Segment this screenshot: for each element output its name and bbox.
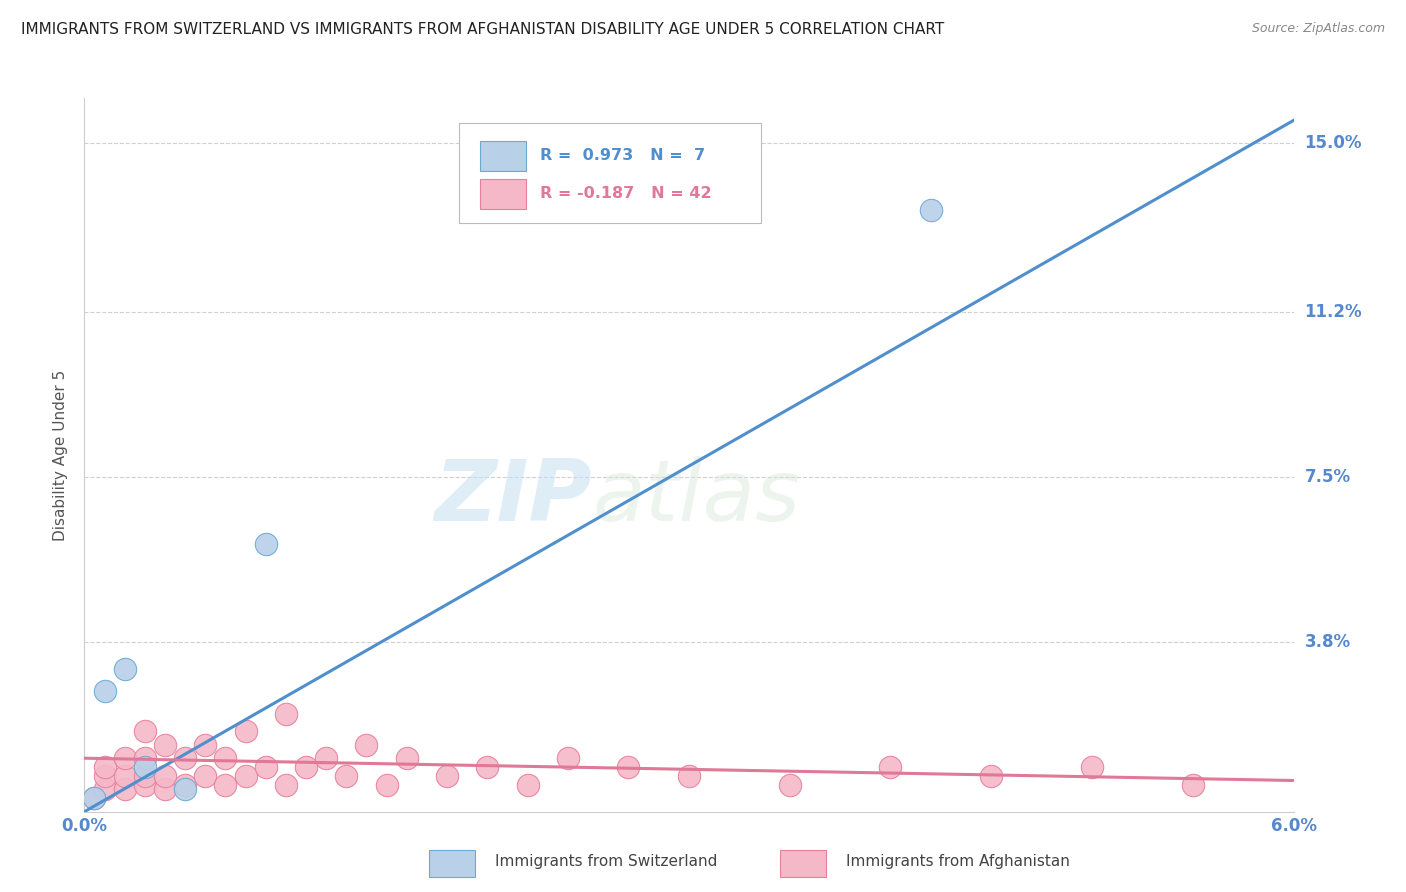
Point: [83, 791, 105, 805]
Text: ZIP: ZIP: [434, 456, 592, 540]
Point: [134, 778, 156, 792]
Point: [134, 760, 156, 774]
Point: [1181, 778, 1204, 792]
Point: [315, 751, 337, 765]
Point: [1081, 760, 1104, 774]
Point: [274, 778, 297, 792]
Point: [114, 769, 136, 783]
Point: [254, 537, 277, 551]
FancyBboxPatch shape: [429, 850, 475, 878]
Point: [134, 769, 156, 783]
Text: IMMIGRANTS FROM SWITZERLAND VS IMMIGRANTS FROM AFGHANISTAN DISABILITY AGE UNDER : IMMIGRANTS FROM SWITZERLAND VS IMMIGRANT…: [21, 22, 945, 37]
Text: 3.8%: 3.8%: [1305, 633, 1351, 651]
Point: [235, 724, 257, 739]
Text: R = -0.187   N = 42: R = -0.187 N = 42: [540, 186, 711, 202]
FancyBboxPatch shape: [779, 850, 825, 878]
Point: [356, 738, 378, 752]
Point: [274, 706, 297, 721]
Point: [134, 751, 156, 765]
Point: [194, 738, 217, 752]
Point: [335, 769, 357, 783]
FancyBboxPatch shape: [479, 141, 526, 171]
Point: [477, 760, 499, 774]
Point: [235, 769, 257, 783]
Point: [214, 778, 236, 792]
Text: Source: ZipAtlas.com: Source: ZipAtlas.com: [1251, 22, 1385, 36]
Point: [114, 782, 136, 797]
Point: [83, 791, 105, 805]
Point: [174, 751, 197, 765]
Point: [254, 760, 277, 774]
Y-axis label: Disability Age Under 5: Disability Age Under 5: [53, 369, 69, 541]
Point: [114, 662, 136, 676]
Point: [174, 782, 197, 797]
Point: [153, 738, 176, 752]
Point: [174, 778, 197, 792]
Point: [980, 769, 1002, 783]
Point: [93, 760, 115, 774]
Point: [93, 684, 115, 698]
Point: [114, 751, 136, 765]
Point: [134, 724, 156, 739]
Text: 11.2%: 11.2%: [1305, 303, 1362, 321]
Point: [879, 760, 901, 774]
Text: Immigrants from Switzerland: Immigrants from Switzerland: [495, 855, 718, 869]
Text: 15.0%: 15.0%: [1305, 134, 1362, 152]
Point: [557, 751, 579, 765]
Text: atlas: atlas: [592, 456, 800, 540]
Point: [93, 782, 115, 797]
Point: [153, 782, 176, 797]
Point: [436, 769, 458, 783]
Point: [295, 760, 318, 774]
Text: R =  0.973   N =  7: R = 0.973 N = 7: [540, 148, 706, 163]
Point: [214, 751, 236, 765]
Text: 7.5%: 7.5%: [1305, 468, 1351, 486]
Text: Immigrants from Afghanistan: Immigrants from Afghanistan: [846, 855, 1070, 869]
Point: [395, 751, 418, 765]
FancyBboxPatch shape: [460, 123, 762, 223]
Point: [678, 769, 700, 783]
Point: [617, 760, 640, 774]
FancyBboxPatch shape: [479, 178, 526, 209]
Point: [779, 778, 801, 792]
Point: [93, 769, 115, 783]
Point: [153, 769, 176, 783]
Point: [920, 202, 942, 217]
Point: [516, 778, 538, 792]
Point: [375, 778, 398, 792]
Point: [194, 769, 217, 783]
